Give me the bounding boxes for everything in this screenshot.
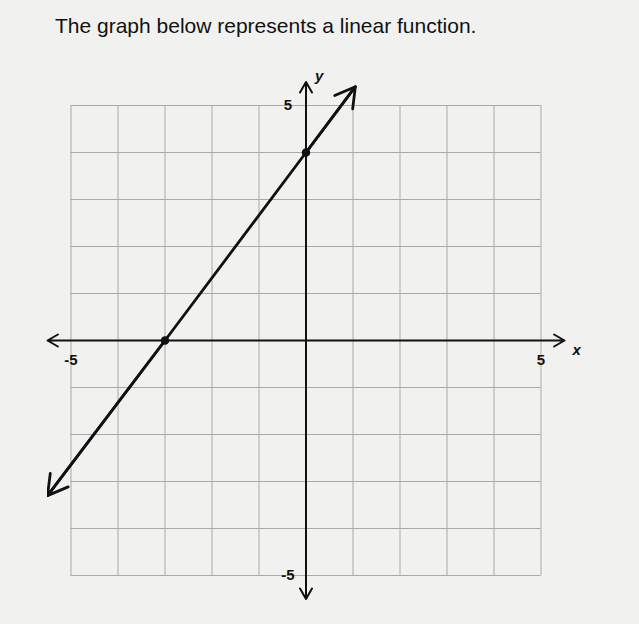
svg-text:-5: -5 (64, 351, 77, 368)
svg-text:5: 5 (537, 351, 545, 368)
svg-text:5: 5 (284, 96, 292, 113)
svg-text:x: x (572, 341, 582, 358)
svg-text:y: y (314, 67, 324, 84)
html-text:The graph below represents a l: The graph below represents a linear func… (55, 14, 477, 37)
svg-text:-5: -5 (281, 566, 294, 583)
